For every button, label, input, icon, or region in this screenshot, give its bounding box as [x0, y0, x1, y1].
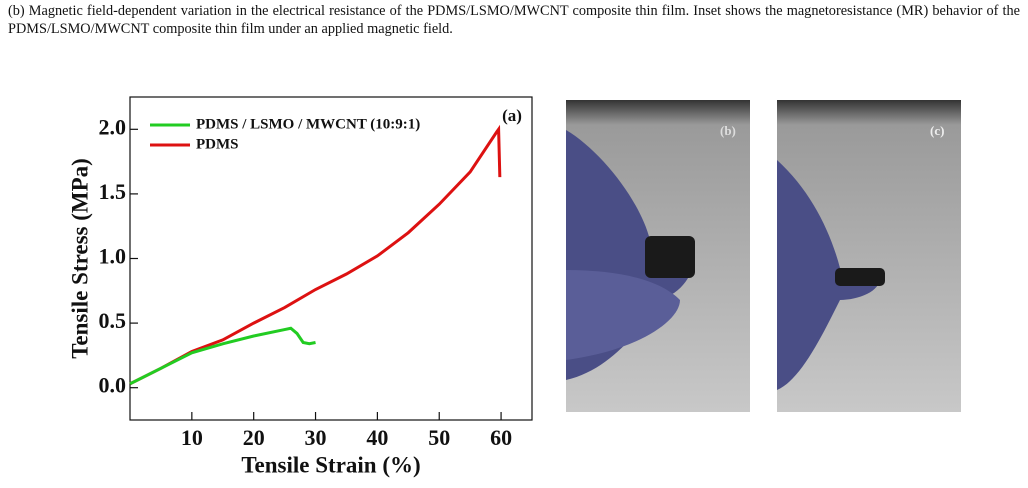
- photo-label: (c): [930, 123, 944, 138]
- x-tick-label: 20: [243, 425, 265, 450]
- y-tick-label: 0.0: [99, 373, 127, 398]
- photo-label: (b): [720, 123, 736, 138]
- x-axis-label: Tensile Strain (%): [241, 452, 420, 477]
- photo-b: (b): [566, 100, 750, 412]
- y-tick-label: 1.5: [99, 179, 127, 204]
- data-line: [129, 124, 502, 386]
- x-tick-label: 10: [181, 425, 203, 450]
- y-tick-label: 2.0: [99, 114, 127, 139]
- x-tick-label: 40: [366, 425, 388, 450]
- y-tick-label: 0.5: [99, 308, 127, 333]
- legend-label: PDMS / LSMO / MWCNT (10:9:1): [196, 116, 420, 132]
- photo-c: (c): [777, 100, 961, 412]
- data-line: [129, 326, 316, 386]
- caption: (b) Magnetic field-dependent variation i…: [8, 3, 1020, 37]
- y-tick-label: 1.0: [99, 244, 127, 269]
- panel-label: (a): [502, 106, 522, 125]
- plot-frame: [129, 96, 533, 421]
- y-axis-label: Tensile Stress (MPa): [67, 158, 92, 359]
- x-tick-label: 60: [490, 425, 512, 450]
- x-tick-label: 30: [305, 425, 327, 450]
- x-tick-label: 50: [428, 425, 450, 450]
- legend-label: PDMS: [196, 136, 239, 152]
